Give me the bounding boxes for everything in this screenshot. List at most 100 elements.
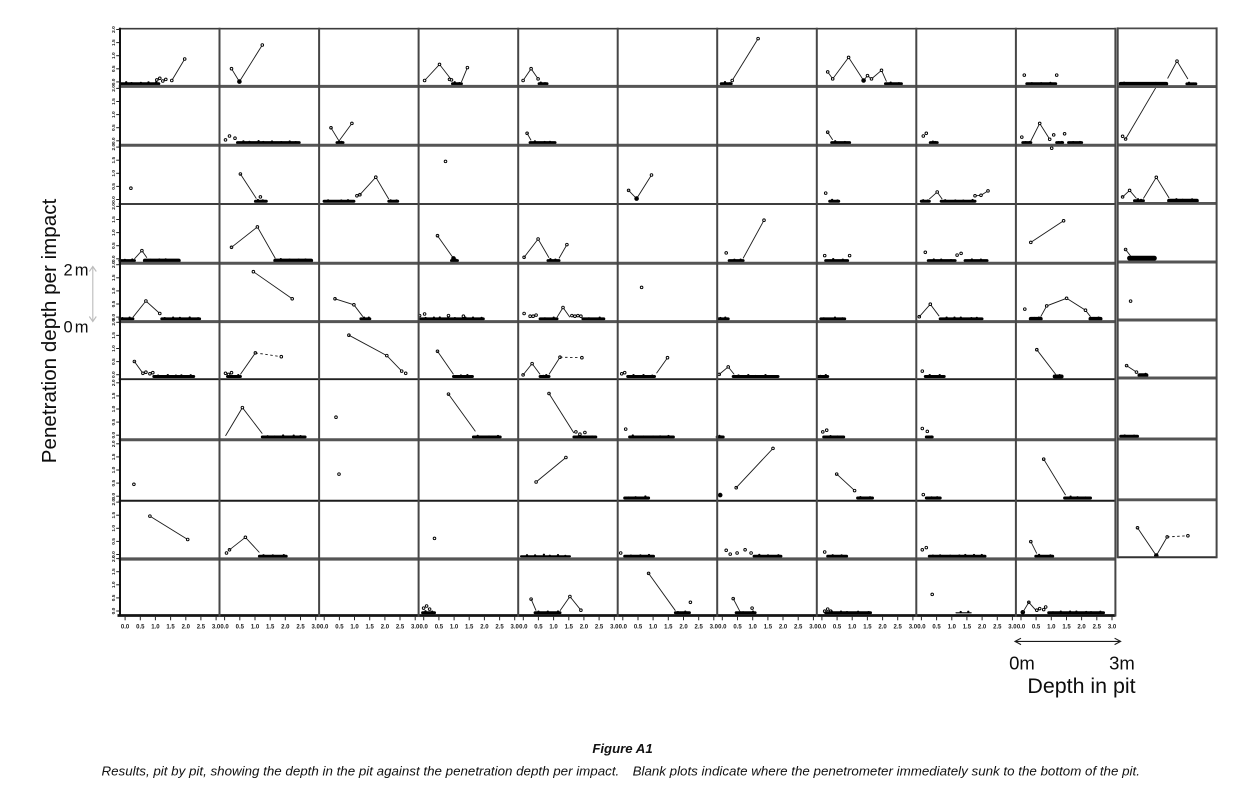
svg-text:2.5: 2.5 xyxy=(894,625,903,631)
svg-text:1.5: 1.5 xyxy=(166,625,175,631)
svg-text:1.5: 1.5 xyxy=(963,625,972,631)
svg-text:0.5: 0.5 xyxy=(111,124,117,131)
svg-text:0.5: 0.5 xyxy=(733,625,742,631)
svg-text:1.5: 1.5 xyxy=(111,274,117,281)
svg-text:Penetration depth per impact: Penetration depth per impact xyxy=(38,198,61,463)
svg-text:0.0: 0.0 xyxy=(111,196,117,203)
svg-text:2.5: 2.5 xyxy=(794,625,803,631)
svg-text:1.0: 1.0 xyxy=(111,466,117,473)
svg-text:1.0: 1.0 xyxy=(111,581,117,588)
svg-text:Figure A1: Figure A1 xyxy=(592,741,652,756)
svg-text:0.0: 0.0 xyxy=(111,371,117,378)
svg-text:3.0: 3.0 xyxy=(511,625,520,631)
svg-text:2.0: 2.0 xyxy=(1077,625,1086,631)
svg-text:1.0: 1.0 xyxy=(111,287,117,294)
svg-text:0.0: 0.0 xyxy=(111,78,117,85)
svg-text:0.0: 0.0 xyxy=(619,625,628,631)
svg-text:2.0: 2.0 xyxy=(878,625,887,631)
svg-text:3.0: 3.0 xyxy=(312,625,321,631)
svg-text:2.0: 2.0 xyxy=(111,26,117,33)
svg-text:1.5: 1.5 xyxy=(863,625,872,631)
svg-text:0.5: 0.5 xyxy=(1032,625,1041,631)
svg-text:1.0: 1.0 xyxy=(350,625,359,631)
svg-text:2.0: 2.0 xyxy=(480,625,489,631)
svg-text:1.5: 1.5 xyxy=(565,625,574,631)
svg-text:2.0: 2.0 xyxy=(111,203,117,210)
svg-text:0.0: 0.0 xyxy=(111,313,117,320)
svg-text:1.0: 1.0 xyxy=(549,625,558,631)
svg-text:1.0: 1.0 xyxy=(649,625,658,631)
svg-text:1.0: 1.0 xyxy=(111,525,117,532)
svg-text:0.0: 0.0 xyxy=(121,625,130,631)
svg-text:0m: 0m xyxy=(64,319,91,337)
svg-text:2.0: 2.0 xyxy=(679,625,688,631)
svg-text:1.0: 1.0 xyxy=(749,625,758,631)
svg-text:0.0: 0.0 xyxy=(111,137,117,144)
svg-text:0.5: 0.5 xyxy=(136,625,145,631)
svg-text:2.0: 2.0 xyxy=(111,143,117,150)
svg-text:0.5: 0.5 xyxy=(111,183,117,190)
svg-text:1.5: 1.5 xyxy=(266,625,275,631)
svg-text:1.5: 1.5 xyxy=(465,625,474,631)
svg-text:0.5: 0.5 xyxy=(111,358,117,365)
svg-text:2.0: 2.0 xyxy=(111,379,117,386)
svg-text:0.5: 0.5 xyxy=(111,300,117,307)
svg-text:0.0: 0.0 xyxy=(420,625,429,631)
svg-text:1.0: 1.0 xyxy=(111,229,117,236)
svg-text:0.5: 0.5 xyxy=(111,242,117,249)
svg-text:0.0: 0.0 xyxy=(1017,625,1026,631)
svg-text:0m: 0m xyxy=(1009,653,1035,674)
svg-text:1.5: 1.5 xyxy=(111,332,117,339)
svg-text:1.0: 1.0 xyxy=(111,405,117,412)
svg-text:3.0: 3.0 xyxy=(909,625,918,631)
svg-text:3m: 3m xyxy=(1109,653,1135,674)
svg-text:1.5: 1.5 xyxy=(1062,625,1071,631)
svg-text:2.5: 2.5 xyxy=(595,625,604,631)
svg-text:Depth in pit: Depth in pit xyxy=(1027,674,1135,698)
svg-text:2.0: 2.0 xyxy=(281,625,290,631)
svg-text:2.5: 2.5 xyxy=(495,625,504,631)
svg-text:0.5: 0.5 xyxy=(435,625,444,631)
svg-text:0.0: 0.0 xyxy=(111,551,117,558)
svg-text:2.0: 2.0 xyxy=(580,625,589,631)
svg-text:1.0: 1.0 xyxy=(251,625,260,631)
svg-text:0.0: 0.0 xyxy=(111,432,117,439)
svg-text:0.5: 0.5 xyxy=(932,625,941,631)
svg-text:0.0: 0.0 xyxy=(220,625,229,631)
svg-text:0.5: 0.5 xyxy=(236,625,245,631)
svg-text:0.0: 0.0 xyxy=(111,255,117,262)
svg-text:0.0: 0.0 xyxy=(818,625,827,631)
svg-text:1.5: 1.5 xyxy=(764,625,773,631)
svg-text:2.0: 2.0 xyxy=(111,498,117,505)
svg-text:2.5: 2.5 xyxy=(296,625,305,631)
svg-text:2.0: 2.0 xyxy=(111,440,117,447)
svg-text:1.0: 1.0 xyxy=(848,625,857,631)
svg-text:1.5: 1.5 xyxy=(664,625,673,631)
svg-text:0.0: 0.0 xyxy=(320,625,329,631)
svg-text:3.0: 3.0 xyxy=(212,625,221,631)
svg-text:1.0: 1.0 xyxy=(111,345,117,352)
svg-text:0.5: 0.5 xyxy=(335,625,344,631)
svg-text:0.0: 0.0 xyxy=(718,625,727,631)
svg-text:2.0: 2.0 xyxy=(111,261,117,268)
svg-text:1.0: 1.0 xyxy=(111,52,117,59)
svg-text:2.0: 2.0 xyxy=(111,319,117,326)
svg-text:1.0: 1.0 xyxy=(151,625,160,631)
svg-text:0.5: 0.5 xyxy=(111,479,117,486)
svg-text:3.0: 3.0 xyxy=(1008,625,1017,631)
svg-text:2.5: 2.5 xyxy=(396,625,405,631)
svg-text:2.0: 2.0 xyxy=(111,85,117,92)
svg-text:1.0: 1.0 xyxy=(111,111,117,118)
svg-text:0.5: 0.5 xyxy=(634,625,643,631)
svg-text:3.0: 3.0 xyxy=(1108,625,1117,631)
svg-text:1.0: 1.0 xyxy=(111,170,117,177)
svg-text:1.5: 1.5 xyxy=(111,512,117,519)
svg-text:1.5: 1.5 xyxy=(111,216,117,223)
svg-text:1.5: 1.5 xyxy=(111,568,117,575)
svg-text:0.0: 0.0 xyxy=(111,607,117,614)
svg-text:0.0: 0.0 xyxy=(917,625,926,631)
svg-text:0.5: 0.5 xyxy=(111,594,117,601)
svg-text:0.0: 0.0 xyxy=(519,625,528,631)
svg-text:2.0: 2.0 xyxy=(381,625,390,631)
svg-text:2.0: 2.0 xyxy=(111,555,117,562)
